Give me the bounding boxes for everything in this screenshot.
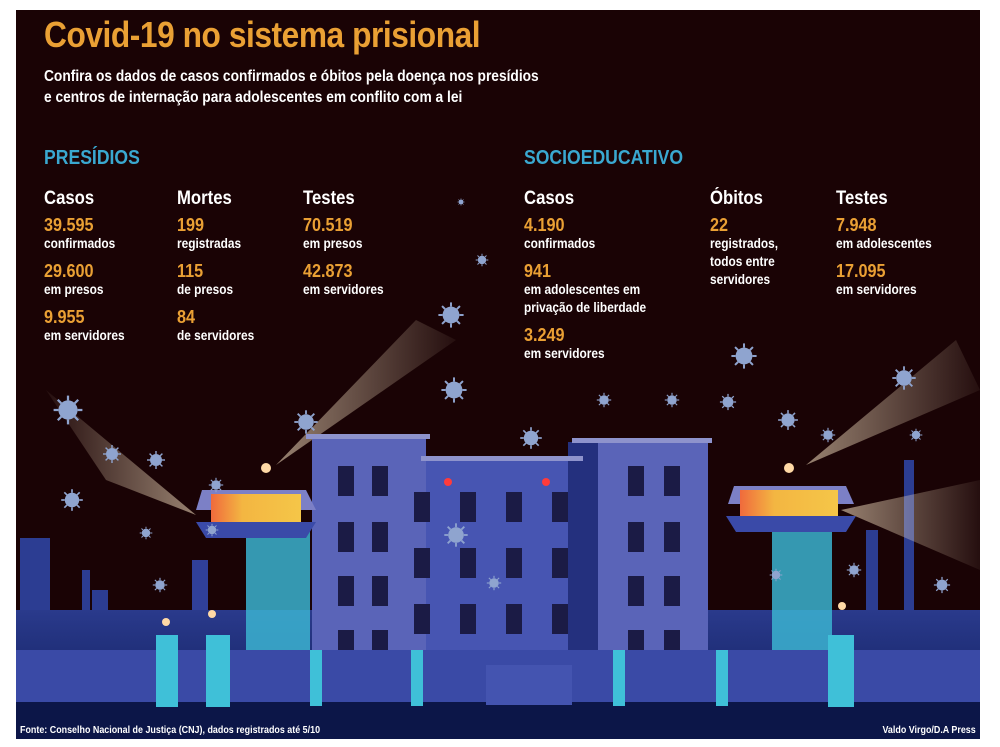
stat-item: 7.948 em adolescentes bbox=[836, 215, 976, 253]
column-heading: Óbitos bbox=[710, 188, 763, 209]
stat-label: em servidores bbox=[44, 328, 125, 343]
stat-value: 17.095 bbox=[836, 261, 886, 281]
stat-value: 4.190 bbox=[524, 215, 565, 235]
socioeducativo-obitos-column: Óbitos 22 registrados, todos entre servi… bbox=[710, 188, 820, 297]
column-heading: Casos bbox=[524, 188, 575, 209]
stat-label: em adolescentes em privação de liberdade bbox=[524, 282, 647, 315]
stat-label: em presos bbox=[303, 236, 363, 251]
stat-label: de servidores bbox=[177, 328, 255, 343]
stat-item: 3.249 em servidores bbox=[524, 325, 704, 363]
stat-label: registradas bbox=[177, 236, 242, 251]
prison-illustration bbox=[16, 198, 980, 739]
column-heading: Mortes bbox=[177, 188, 232, 209]
stat-label: registrados, todos entre servidores bbox=[710, 236, 779, 287]
presidios-mortes-column: Mortes 199 registradas 115 de presos 84 … bbox=[177, 188, 297, 353]
socioeducativo-testes-column: Testes 7.948 em adolescentes 17.095 em s… bbox=[836, 188, 976, 307]
stat-label: em servidores bbox=[836, 282, 917, 297]
stat-value: 199 bbox=[177, 215, 205, 235]
stat-label: em servidores bbox=[524, 346, 605, 361]
presidios-casos-column: Casos 39.595 confirmados 29.600 em preso… bbox=[44, 188, 174, 353]
source-note: Fonte: Conselho Nacional de Justiça (CNJ… bbox=[20, 724, 321, 736]
stat-item: 199 registradas bbox=[177, 215, 297, 253]
stat-value: 115 bbox=[177, 261, 204, 281]
section-title-presidios: PRESÍDIOS bbox=[44, 147, 140, 169]
stat-value: 39.595 bbox=[44, 215, 94, 235]
stat-label: em adolescentes bbox=[836, 236, 932, 251]
socioeducativo-casos-column: Casos 4.190 confirmados 941 em adolescen… bbox=[524, 188, 704, 371]
stat-label: confirmados bbox=[44, 236, 116, 251]
stat-value: 42.873 bbox=[303, 261, 353, 281]
stat-item: 70.519 em presos bbox=[303, 215, 443, 253]
infographic-panel: Covid-19 no sistema prisional Confira os… bbox=[16, 10, 980, 739]
page-subtitle: Confira os dados de casos confirmados e … bbox=[44, 66, 539, 108]
stat-value: 29.600 bbox=[44, 261, 94, 281]
stat-item: 17.095 em servidores bbox=[836, 261, 976, 299]
section-title-socioeducativo: SOCIOEDUCATIVO bbox=[524, 147, 684, 169]
stat-label: em servidores bbox=[303, 282, 384, 297]
stat-value: 941 bbox=[524, 261, 552, 281]
page-title: Covid-19 no sistema prisional bbox=[44, 14, 481, 55]
column-heading: Testes bbox=[303, 188, 355, 209]
stat-item: 84 de servidores bbox=[177, 307, 297, 345]
stat-item: 9.955 em servidores bbox=[44, 307, 174, 345]
stat-item: 29.600 em presos bbox=[44, 261, 174, 299]
stat-item: 39.595 confirmados bbox=[44, 215, 174, 253]
presidios-testes-column: Testes 70.519 em presos 42.873 em servid… bbox=[303, 188, 443, 307]
image-credit: Valdo Virgo/D.A Press bbox=[882, 724, 976, 736]
stat-label: de presos bbox=[177, 282, 234, 297]
stat-item: 941 em adolescentes em privação de liber… bbox=[524, 261, 704, 317]
stat-item: 4.190 confirmados bbox=[524, 215, 704, 253]
subtitle-line-1: Confira os dados de casos confirmados e … bbox=[44, 68, 539, 85]
column-heading: Testes bbox=[836, 188, 888, 209]
stat-value: 84 bbox=[177, 307, 196, 327]
stat-label: confirmados bbox=[524, 236, 596, 251]
stat-value: 9.955 bbox=[44, 307, 85, 327]
subtitle-line-2: e centros de internação para adolescente… bbox=[44, 89, 463, 106]
stat-value: 70.519 bbox=[303, 215, 353, 235]
stat-item: 42.873 em servidores bbox=[303, 261, 443, 299]
column-heading: Casos bbox=[44, 188, 95, 209]
stat-label: em presos bbox=[44, 282, 104, 297]
stat-item: 22 registrados, todos entre servidores bbox=[710, 215, 820, 289]
stat-value: 22 bbox=[710, 215, 729, 235]
stat-value: 3.249 bbox=[524, 325, 565, 345]
stat-item: 115 de presos bbox=[177, 261, 297, 299]
stat-value: 7.948 bbox=[836, 215, 877, 235]
